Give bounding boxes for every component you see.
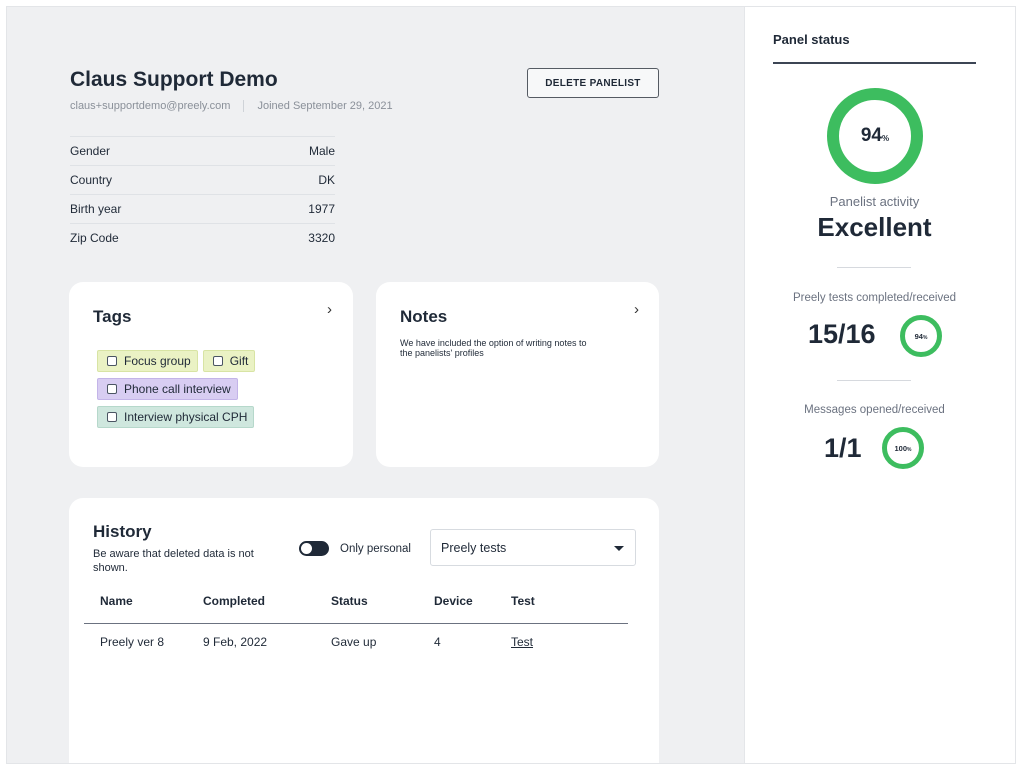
info-label: Gender — [70, 144, 111, 158]
panel-status-underline — [773, 62, 976, 64]
activity-donut: 94% — [827, 88, 923, 184]
messages-label: Messages opened/received — [804, 404, 945, 416]
column-header-completed[interactable]: Completed — [203, 594, 266, 608]
history-title: History — [93, 522, 152, 541]
checkbox-icon[interactable] — [107, 412, 117, 422]
cell-name: Preely ver 8 — [100, 635, 165, 649]
history-description: Be aware that deleted data is not shown. — [93, 548, 254, 574]
panel-status-title: Panel status — [773, 32, 850, 47]
checkbox-icon[interactable] — [107, 384, 117, 394]
divider — [837, 267, 911, 268]
activity-percent: 94% — [860, 125, 890, 146]
notes-card[interactable]: Notes › We have included the option of w… — [376, 282, 659, 467]
messages-value: 1/1 — [824, 433, 862, 463]
notes-title: Notes — [400, 307, 448, 326]
tag-label: Interview physical CPH — [124, 410, 248, 424]
tags-title: Tags — [93, 307, 132, 326]
tag-focus-group[interactable]: Focus group — [97, 350, 198, 372]
profile-info-list: Gender Male Country DK Birth year 1977 Z… — [70, 136, 335, 252]
test-link[interactable]: Test — [511, 635, 534, 649]
delete-panelist-button[interactable]: DELETE PANELIST — [527, 68, 659, 98]
info-value: 3320 — [308, 231, 335, 245]
checkbox-icon[interactable] — [107, 356, 117, 366]
chevron-right-icon[interactable]: › — [327, 301, 332, 318]
cell-device: 4 — [434, 635, 441, 649]
tests-value: 15/16 — [808, 319, 876, 349]
info-row-birth-year: Birth year 1977 — [70, 194, 335, 223]
tag-label: Gift — [229, 354, 249, 368]
info-label: Birth year — [70, 202, 122, 216]
tag-label: Phone call interview — [124, 382, 231, 396]
app-frame: Claus Support Demo claus+supportdemo@pre… — [6, 6, 1016, 764]
divider — [837, 380, 911, 381]
tag-gift[interactable]: Gift — [202, 350, 256, 372]
caret-down-icon — [614, 546, 624, 551]
info-label: Zip Code — [70, 231, 119, 245]
tests-percent: 94% — [914, 331, 928, 341]
panelist-joined: Joined September 29, 2021 — [257, 100, 393, 112]
history-filter-select[interactable]: Preely tests — [430, 529, 636, 566]
info-value: DK — [318, 173, 335, 187]
info-label: Country — [70, 173, 113, 187]
cell-status: Gave up — [331, 635, 377, 649]
notes-text: We have included the option of writing n… — [400, 338, 587, 358]
activity-label: Panelist activity — [829, 194, 920, 209]
panelist-email: claus+supportdemo@preely.com — [70, 100, 231, 112]
column-header-name[interactable]: Name — [100, 594, 133, 608]
panelist-meta: claus+supportdemo@preely.com Joined Sept… — [70, 100, 393, 112]
info-row-gender: Gender Male — [70, 136, 335, 165]
only-personal-toggle[interactable]: Only personal — [299, 541, 411, 556]
column-header-device[interactable]: Device — [434, 594, 473, 608]
messages-percent: 100% — [894, 443, 912, 453]
chevron-right-icon[interactable]: › — [634, 301, 639, 318]
toggle-knob — [301, 543, 312, 554]
tags-card[interactable]: Tags › Focus group Gift Phone — [69, 282, 353, 467]
tag-phone-call-interview[interactable]: Phone call interview — [97, 378, 238, 400]
history-card: History Be aware that deleted data is no… — [69, 498, 659, 763]
info-value: Male — [308, 144, 335, 158]
tests-donut: 94% — [900, 315, 942, 357]
panel-status-sidebar: Panel status 94% Panelist activity Excel… — [744, 7, 1015, 763]
info-row-zip-code: Zip Code 3320 — [70, 223, 335, 252]
activity-value: Excellent — [817, 212, 932, 242]
tag-label: Focus group — [124, 354, 191, 368]
checkbox-icon[interactable] — [212, 356, 223, 366]
select-value: Preely tests — [441, 540, 507, 555]
tag-interview-physical-cph[interactable]: Interview physical CPH — [97, 406, 255, 428]
info-value: 1977 — [308, 202, 335, 216]
toggle-switch[interactable] — [299, 541, 329, 556]
column-header-status[interactable]: Status — [331, 594, 368, 608]
toggle-label: Only personal — [340, 542, 411, 555]
panelist-name: Claus Support Demo — [70, 68, 278, 91]
column-header-test[interactable]: Test — [511, 594, 535, 608]
tests-label: Preely tests completed/received — [793, 292, 956, 304]
cell-completed: 9 Feb, 2022 — [203, 635, 268, 649]
meta-divider — [243, 100, 245, 112]
main-content: Claus Support Demo claus+supportdemo@pre… — [7, 7, 744, 763]
info-row-country: Country DK — [70, 165, 335, 194]
messages-donut: 100% — [882, 427, 924, 469]
tag-list: Focus group Gift Phone call interview — [97, 350, 327, 434]
table-header-divider — [84, 623, 628, 624]
